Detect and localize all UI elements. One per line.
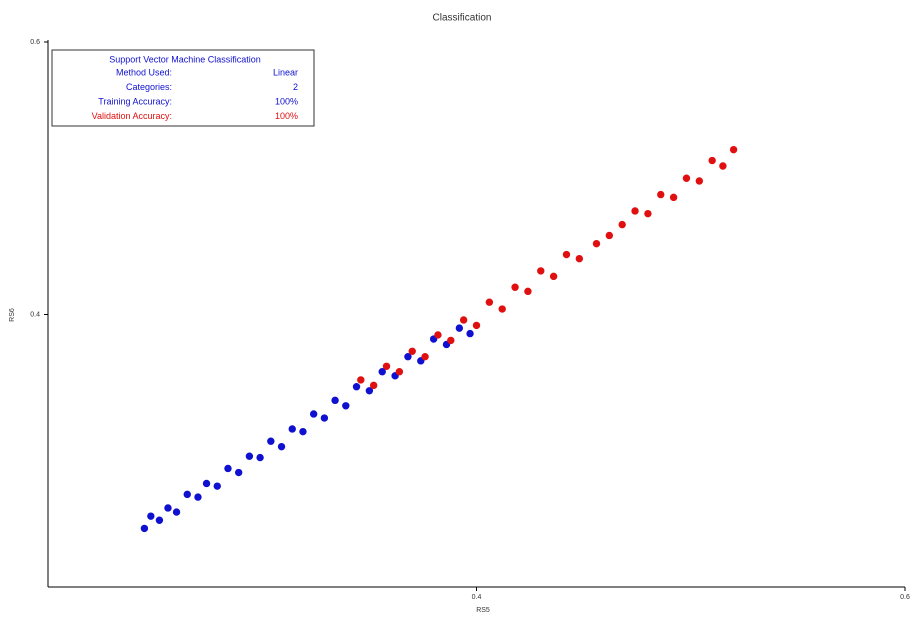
point [729,145,738,154]
point [147,512,155,520]
point [234,468,243,477]
point [288,425,296,433]
point [549,272,558,281]
point [459,316,468,324]
info-value: 100% [275,111,298,121]
point [466,329,474,338]
point [485,298,494,306]
y-axis-label: RS6 [9,308,16,322]
point [395,368,404,376]
chart-title: Classification [433,13,492,24]
point [404,353,412,361]
plot-area [140,145,738,533]
info-box-frame [51,49,315,127]
point [708,156,716,165]
point [256,453,264,462]
info-value: 100% [275,96,298,106]
point [267,437,275,445]
info-value: 2 [293,82,298,92]
point [644,209,652,218]
point [631,207,639,215]
point [213,482,221,490]
point [155,516,164,524]
point [719,162,727,170]
info-label: Categories: [126,82,172,92]
point [682,174,691,182]
point [524,287,532,296]
y-tick-label: 0.6 [30,39,40,46]
point [592,239,601,248]
point [669,193,678,202]
point [140,524,149,533]
point [172,508,181,516]
info-label: Validation Accuracy: [92,111,172,121]
point [202,479,211,488]
point [421,353,429,361]
point [320,414,329,422]
x-tick-label: 0.4 [472,594,482,601]
point [357,376,365,384]
info-box: Support Vector Machine Classification Me… [51,49,315,127]
info-label: Method Used: [116,67,172,77]
y-tick-label: 0.4 [30,311,40,318]
point [472,321,481,330]
point [657,190,665,199]
x-tick-label: 0.6 [900,594,910,601]
point [562,250,571,259]
info-value: Linear [273,67,298,77]
point [455,324,464,332]
point [605,231,614,240]
point [245,452,254,460]
point [352,383,361,391]
series [140,324,474,533]
x-axis-label: RS5 [476,607,490,614]
point [194,493,202,501]
point [537,267,545,275]
point [695,177,704,185]
point [369,381,378,390]
point [365,387,374,395]
point [382,362,391,370]
point [511,283,519,291]
point [164,504,172,512]
point [378,368,386,376]
point [299,427,307,436]
point [575,254,584,263]
info-label: Training Accuracy: [98,96,172,106]
point [224,464,232,473]
point [447,336,455,345]
info-title: Support Vector Machine Classification [109,54,261,64]
point [183,490,191,499]
series [357,145,738,390]
point [498,305,506,313]
point [342,402,350,410]
point [618,220,626,229]
point [309,410,318,418]
point [434,331,442,339]
point [331,396,339,405]
point [408,347,416,355]
point [277,442,286,451]
